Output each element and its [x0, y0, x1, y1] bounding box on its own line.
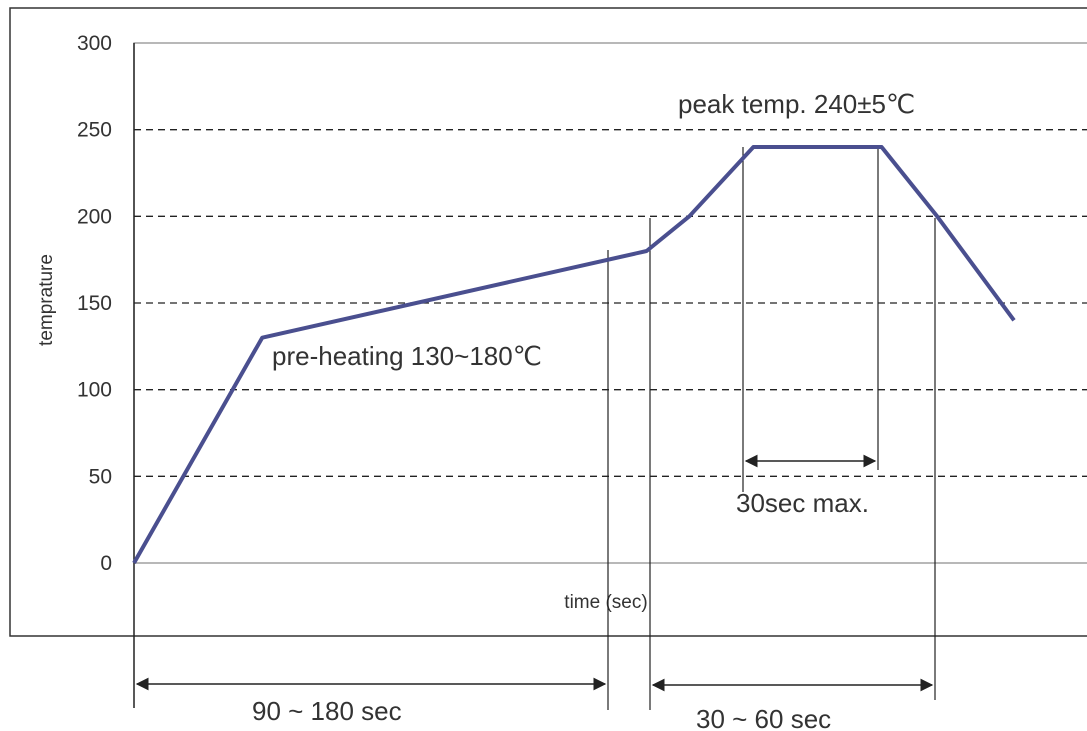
- annotation-above200-duration: 30 ~ 60 sec: [696, 704, 831, 731]
- annotation-preheat-duration: 90 ~ 180 sec: [252, 696, 402, 726]
- y-axis-label: temprature: [36, 254, 57, 346]
- y-tick-labels: 0 50 100 150 200 250 300: [77, 32, 112, 575]
- y-tick-label: 50: [89, 465, 112, 488]
- annotation-preheat: pre-heating 130~180℃: [272, 341, 542, 371]
- grid-lines: [134, 129, 1087, 477]
- y-tick-label: 200: [77, 205, 112, 228]
- chart-frame: [9, 7, 1087, 637]
- y-tick-label: 0: [100, 552, 112, 575]
- series-line-profile: [132, 145, 1016, 564]
- x-axis-label: time (sec): [564, 592, 647, 613]
- y-tick-label: 150: [77, 292, 112, 315]
- y-tick-label: 250: [77, 119, 112, 142]
- y-tick-label: 100: [77, 379, 112, 402]
- annotation-peak-duration: 30sec max.: [736, 488, 869, 518]
- annotation-peak: peak temp. 240±5℃: [678, 89, 915, 119]
- y-tick-label: 300: [77, 32, 112, 55]
